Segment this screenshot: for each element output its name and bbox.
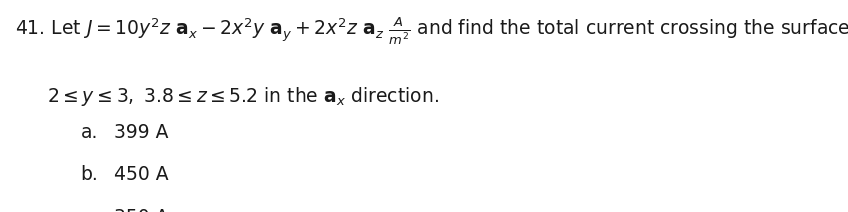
Text: c.: c. (81, 208, 97, 212)
Text: $2 \leq y \leq 3,\ 3.8 \leq z \leq 5.2$ in the $\mathbf{a}_x$ direction.: $2 \leq y \leq 3,\ 3.8 \leq z \leq 5.2$ … (47, 85, 438, 108)
Text: 41. Let $J = 10y^2z\ \mathbf{a}_x - 2x^2y\ \mathbf{a}_y + 2x^2z\ \mathbf{a}_z\ \: 41. Let $J = 10y^2z\ \mathbf{a}_x - 2x^2… (15, 15, 848, 47)
Text: 399 A: 399 A (114, 123, 169, 142)
Text: b.: b. (81, 165, 98, 184)
Text: 450 A: 450 A (114, 165, 169, 184)
Text: a.: a. (81, 123, 98, 142)
Text: 350 A: 350 A (114, 208, 169, 212)
